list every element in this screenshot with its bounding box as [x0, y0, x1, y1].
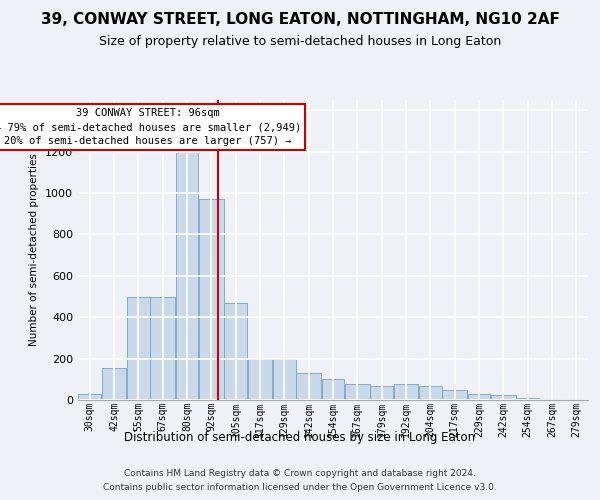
Bar: [539, 399, 565, 400]
Bar: [199, 200, 224, 400]
Bar: [516, 398, 539, 400]
Bar: [322, 380, 344, 400]
Bar: [176, 152, 199, 400]
Bar: [101, 368, 127, 400]
Bar: [394, 384, 418, 400]
Text: 39, CONWAY STREET, LONG EATON, NOTTINGHAM, NG10 2AF: 39, CONWAY STREET, LONG EATON, NOTTINGHA…: [41, 12, 559, 28]
Text: Size of property relative to semi-detached houses in Long Eaton: Size of property relative to semi-detach…: [99, 35, 501, 48]
Text: 39 CONWAY STREET: 96sqm
← 79% of semi-detached houses are smaller (2,949)
20% of: 39 CONWAY STREET: 96sqm ← 79% of semi-de…: [0, 108, 301, 146]
Bar: [467, 394, 490, 400]
Text: Distribution of semi-detached houses by size in Long Eaton: Distribution of semi-detached houses by …: [124, 431, 476, 444]
Text: Contains HM Land Registry data © Crown copyright and database right 2024.: Contains HM Land Registry data © Crown c…: [124, 470, 476, 478]
Y-axis label: Number of semi-detached properties: Number of semi-detached properties: [29, 154, 40, 346]
Bar: [565, 399, 588, 400]
Bar: [296, 373, 321, 400]
Bar: [78, 394, 101, 400]
Bar: [224, 303, 247, 400]
Bar: [127, 296, 150, 400]
Bar: [150, 296, 175, 400]
Bar: [273, 358, 296, 400]
Bar: [248, 358, 272, 400]
Bar: [442, 390, 467, 400]
Text: Contains public sector information licensed under the Open Government Licence v3: Contains public sector information licen…: [103, 483, 497, 492]
Bar: [370, 386, 393, 400]
Bar: [491, 395, 516, 400]
Bar: [345, 384, 370, 400]
Bar: [419, 386, 442, 400]
